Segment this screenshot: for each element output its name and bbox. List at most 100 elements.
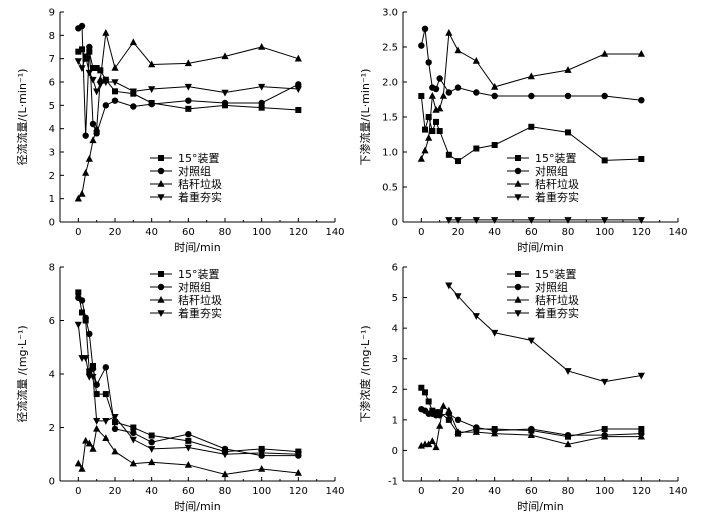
legend-label: 对照组 — [535, 280, 568, 294]
data-point — [528, 123, 535, 130]
data-point — [258, 445, 265, 452]
data-point — [294, 86, 302, 93]
data-point — [473, 424, 480, 431]
data-point — [148, 446, 156, 453]
data-point — [445, 416, 452, 423]
data-point — [258, 464, 266, 472]
data-point — [425, 440, 433, 448]
legend-label: 着重夯实 — [535, 190, 579, 204]
data-point — [75, 289, 82, 296]
data-point — [96, 75, 104, 83]
data-point — [564, 92, 572, 100]
data-point — [111, 79, 119, 86]
y-tick-label: 9 — [49, 8, 55, 19]
data-point — [638, 156, 645, 162]
data-point — [130, 424, 137, 431]
legend-label: 对照组 — [178, 280, 211, 294]
x-axis-label: 时间/min — [517, 500, 563, 513]
data-point — [129, 436, 137, 444]
x-tick-label: 120 — [289, 486, 308, 497]
y-axis-label: 径流流量 /(mg·L⁻¹) — [15, 325, 29, 422]
y-tick-label: 2 — [392, 385, 398, 396]
x-axis-label: 时间/min — [517, 241, 563, 254]
data-point — [112, 88, 118, 95]
chart-panel-3: 0 20 40 60 80 100 120 140 0 2 4 6 8 时间/min 径流流量 /(mg·L… — [15, 263, 345, 514]
x-tick-label: 40 — [145, 227, 158, 238]
data-point — [82, 355, 90, 362]
y-tick-label: 3.0 — [382, 8, 398, 19]
data-point — [418, 42, 425, 49]
data-point — [425, 59, 432, 66]
data-point — [428, 92, 436, 99]
data-point — [454, 293, 462, 301]
x-tick-label: 40 — [488, 486, 501, 497]
legend-marker — [515, 271, 521, 277]
data-point — [93, 418, 101, 425]
x-tick-label: 0 — [75, 486, 81, 497]
data-point — [454, 46, 462, 54]
data-point — [93, 424, 101, 432]
y-tick-label: 6 — [49, 78, 55, 89]
x-tick-label: 140 — [668, 486, 687, 497]
data-point — [491, 329, 499, 337]
data-point — [432, 85, 440, 93]
data-point — [74, 459, 82, 467]
series-3 — [417, 29, 645, 162]
legend-label: 15°装置 — [178, 268, 220, 281]
data-point — [93, 124, 101, 132]
data-point — [102, 29, 110, 36]
legend-label: 15°装置 — [178, 152, 220, 165]
y-tick-label: 0 — [392, 218, 398, 229]
y-tick-label: 2.5 — [382, 43, 398, 54]
data-point — [85, 439, 93, 447]
data-point — [432, 443, 440, 451]
data-point — [445, 89, 453, 96]
legend-label: 着重夯实 — [535, 306, 579, 320]
data-point — [82, 314, 89, 322]
data-point — [82, 132, 89, 139]
x-tick-label: 80 — [562, 486, 575, 497]
data-point — [74, 194, 82, 202]
data-point — [637, 432, 645, 440]
legend-label: 15°装置 — [535, 268, 577, 281]
data-point — [422, 126, 428, 133]
data-point — [221, 99, 229, 107]
data-point — [111, 97, 119, 104]
data-point — [638, 97, 645, 104]
data-point — [86, 368, 93, 375]
series-4 — [74, 53, 302, 97]
y-axis-label: 径流流量/(L·min⁻¹) — [15, 69, 29, 166]
data-point — [445, 151, 452, 158]
x-tick-label: 80 — [219, 486, 232, 497]
x-tick-label: 140 — [325, 227, 344, 238]
data-point — [564, 217, 572, 224]
data-point — [82, 169, 90, 176]
chart-panel-2: 0 20 40 60 80 100 120 140 0 0.5 1.0 1.5 2.0 2.5 3.0 时间/… — [358, 8, 688, 255]
data-point — [111, 414, 119, 421]
data-point — [129, 459, 137, 467]
y-tick-label: 4 — [49, 370, 55, 381]
data-point — [184, 59, 192, 67]
data-point — [78, 22, 86, 30]
legend-marker — [157, 310, 165, 317]
x-tick-label: 0 — [75, 227, 81, 238]
y-tick-label: 2 — [49, 171, 55, 182]
x-tick-label: 20 — [109, 227, 122, 238]
legend-marker — [158, 155, 164, 161]
data-point — [601, 432, 609, 440]
data-point — [527, 337, 535, 345]
y-tick-label: 6 — [392, 263, 398, 274]
series-line — [448, 285, 642, 383]
data-point — [294, 54, 302, 62]
data-point — [491, 429, 499, 437]
y-tick-label: 0.5 — [382, 183, 398, 194]
data-point — [258, 104, 265, 111]
series-line — [78, 25, 299, 136]
series-2 — [418, 25, 645, 104]
data-point — [79, 309, 85, 316]
data-point — [638, 426, 645, 433]
data-point — [85, 155, 93, 162]
legend-label: 秸秆垃圾 — [178, 293, 222, 307]
data-point — [527, 72, 535, 80]
